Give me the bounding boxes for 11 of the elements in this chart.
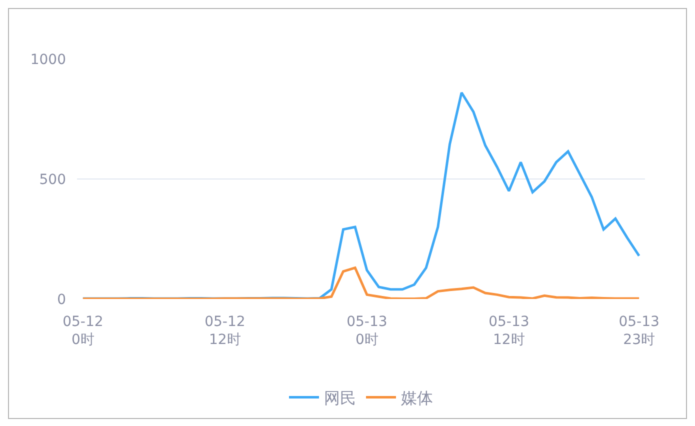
y-tick-label: 500 (39, 172, 66, 188)
x-tick-label: 05-12 0时 (62, 314, 104, 348)
legend-label: 媒体 (401, 388, 433, 408)
x-tick-label: 05-12 12时 (204, 314, 246, 348)
x-tick-label: 05-13 23时 (618, 314, 660, 348)
x-tick-label: 05-13 12时 (488, 314, 530, 348)
x-tick-label: 05-13 0时 (346, 314, 388, 348)
legend-label: 网民 (324, 388, 356, 408)
y-tick-label: 0 (57, 292, 66, 308)
line-series (82, 266, 640, 299)
y-tick-label: 1000 (30, 52, 66, 68)
